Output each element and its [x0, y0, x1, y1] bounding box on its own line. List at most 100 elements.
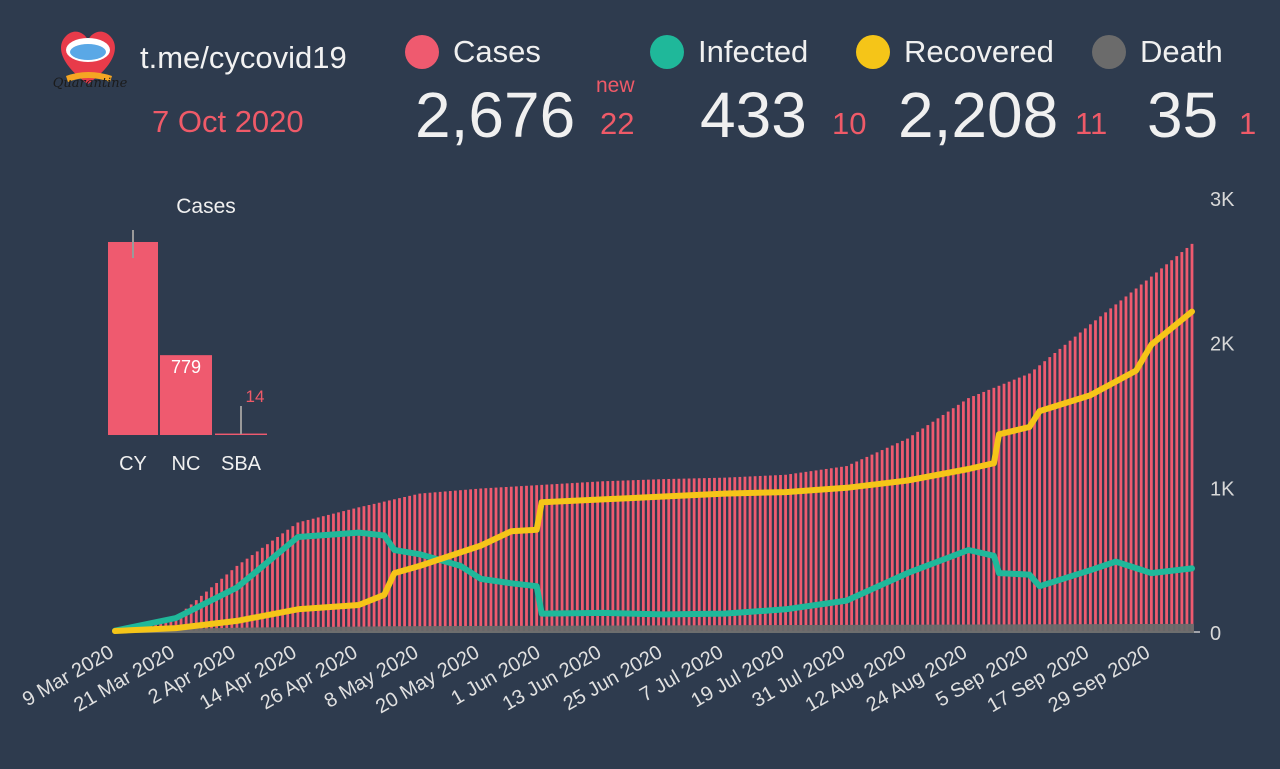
cases-bar	[306, 519, 310, 631]
cases-bar	[418, 493, 422, 631]
cases-bar	[362, 506, 366, 631]
cases-bar	[880, 450, 884, 631]
cases-bar	[1094, 320, 1097, 631]
cases-bar	[941, 414, 945, 631]
cases-bar	[829, 468, 833, 631]
cases-bar	[794, 473, 798, 631]
cases-bar	[1002, 383, 1006, 631]
y-tick-label: 3K	[1210, 189, 1235, 211]
cases-bar	[230, 570, 234, 631]
cases-bar	[606, 481, 610, 631]
cases-bar	[992, 387, 996, 631]
cases-bar	[398, 498, 401, 631]
cases-bar	[926, 425, 930, 631]
cases-bar	[1165, 264, 1168, 631]
cases-dot-icon	[405, 35, 439, 69]
cases-bar	[525, 485, 528, 631]
cases-bar	[586, 482, 589, 631]
cases-bar	[555, 483, 559, 631]
cases-bar	[479, 488, 483, 631]
cases-new: 22	[600, 106, 635, 141]
cases-bar	[514, 486, 518, 631]
channel-link[interactable]: t.me/cycovid19	[140, 40, 347, 75]
cases-bar	[850, 463, 854, 631]
cases-bar	[1068, 340, 1072, 631]
cases-bar	[657, 479, 660, 631]
cases-bar	[596, 481, 600, 631]
cases-bar	[626, 480, 630, 631]
cases-bar	[789, 474, 793, 631]
cases-bar	[601, 481, 605, 631]
death-dot-icon	[1092, 35, 1126, 69]
cases-bar	[545, 484, 549, 631]
cases-bar	[484, 488, 488, 631]
country-label-cy: CY	[119, 453, 147, 475]
cases-bar	[194, 600, 198, 631]
cases-bar	[834, 467, 838, 631]
cases-bar	[1119, 300, 1123, 631]
cases-bar	[1028, 373, 1031, 631]
country-label-sba: SBA	[221, 453, 262, 475]
cases-bar	[860, 459, 864, 631]
cases-bar	[763, 475, 767, 631]
cases-bar	[372, 503, 376, 631]
legend-recovered: Recovered	[856, 34, 1054, 70]
cases-bar	[453, 490, 457, 631]
cases-bar	[647, 479, 650, 631]
y-tick-label: 1K	[1210, 478, 1235, 500]
cases-bar	[697, 478, 701, 631]
cases-bar	[276, 536, 279, 631]
cases-bar	[1160, 268, 1163, 631]
small-chart-title: Cases	[176, 195, 236, 218]
cases-bar	[509, 486, 513, 631]
cases-bar	[164, 619, 168, 631]
cases-bar	[901, 440, 904, 631]
cases-bar	[387, 500, 391, 631]
cases-bar	[255, 551, 259, 631]
cases-bar	[332, 513, 335, 631]
logo-text: Quarantine	[52, 76, 128, 91]
legend-infected: Infected	[650, 34, 808, 70]
cases-bar	[702, 478, 706, 631]
cases-bar	[636, 480, 640, 631]
cases-bar	[540, 484, 544, 631]
cases-bar	[169, 618, 173, 631]
cases-bar	[692, 478, 696, 631]
country-bar-nc	[160, 355, 212, 435]
cases-bar	[753, 476, 757, 631]
infected-line	[112, 529, 1195, 634]
cases-bar	[662, 479, 666, 631]
cases-bar	[611, 480, 615, 631]
cases-bar	[1109, 308, 1113, 631]
cases-bar	[469, 489, 473, 631]
cases-bar	[357, 507, 361, 631]
cases-bar	[728, 477, 732, 631]
cases-bar	[408, 495, 412, 631]
cases-bar	[281, 533, 285, 631]
cases-bar	[205, 591, 208, 631]
cases-bar	[342, 511, 345, 631]
cases-bar	[855, 461, 859, 631]
legend-death-label: Death	[1140, 34, 1223, 69]
cases-bar	[1114, 304, 1118, 631]
legend-infected-label: Infected	[698, 34, 809, 69]
y-tick-label: 0	[1210, 623, 1221, 645]
cases-bar	[641, 479, 645, 631]
cases-bar	[774, 475, 777, 631]
cases-bar	[814, 470, 818, 631]
cases-bar	[271, 540, 274, 631]
infected-total: 433	[700, 79, 807, 151]
cases-bar	[931, 421, 935, 631]
cases-bar	[377, 502, 381, 631]
cases-bar	[1058, 348, 1062, 631]
cases-bar	[459, 490, 462, 631]
cases-bar	[758, 475, 762, 631]
cases-bar	[591, 481, 594, 631]
cases-bar	[321, 516, 325, 631]
recovered-total: 2,208	[898, 79, 1059, 151]
country-label-nc: NC	[172, 453, 201, 475]
cases-bar	[652, 479, 655, 631]
cases-bar	[1104, 312, 1108, 631]
cases-bar	[367, 505, 371, 631]
cases-bar	[311, 518, 315, 631]
